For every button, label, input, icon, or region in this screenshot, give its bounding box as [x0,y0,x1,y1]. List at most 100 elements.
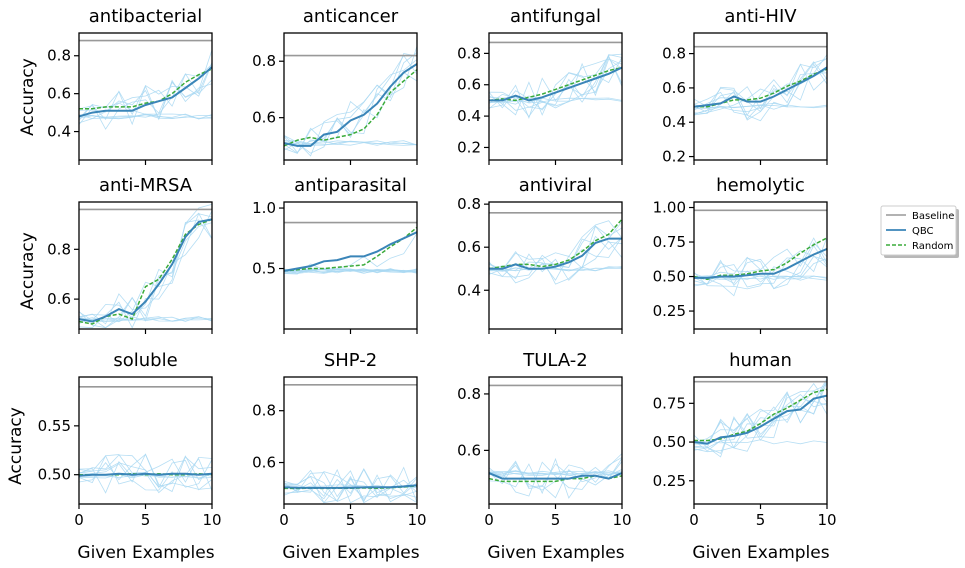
x-axis-label-col-4: Given Examples [692,543,829,563]
subplot-shp-2: 0.6 0.8 0 5 10 SHP-2 [252,350,426,529]
x-tick-label-human-0: 0 [689,511,699,529]
y-tick-label-anti-hiv-0: 0.2 [662,148,686,166]
subplot-anticancer: 0.6 0.8 anticancer [252,6,418,165]
qbc-line-tula-2 [489,472,622,480]
trial-line-shp-2-6 [284,471,417,499]
legend: Baseline QBC Random [880,205,959,258]
y-tick-label-antifungal-0: 0.2 [457,138,481,156]
subplot-tula-2: 0.6 0.8 0 5 10 TULA-2 [457,350,631,529]
trial-line-human-1 [694,382,827,448]
qbc-line-antibacterial [79,66,212,118]
x-axis-label-col-3: Given Examples [487,543,624,563]
random-line-anti-hiv [694,68,827,108]
y-tick-label-anticancer-0: 0.6 [252,109,276,127]
trial-line-antiviral-6 [489,266,622,272]
y-tick-label-tula-2-1: 0.8 [457,385,481,403]
legend-label-baseline: Baseline [912,211,954,222]
x-axis-label-col-2: Given Examples [282,543,419,563]
trial-line-anti-mrsa-1 [79,203,212,322]
trial-line-antifungal-6 [489,55,622,116]
trial-line-anticancer-7 [284,140,417,146]
subplot-title-antiparasital: antiparasital [294,175,407,196]
trial-line-antifungal-5 [489,97,622,104]
y-tick-label-hemolytic-2: 0.75 [653,233,686,251]
qbc-line-soluble [79,472,212,477]
trial-line-antiviral-8 [489,220,622,277]
trial-line-antiviral-4 [489,225,622,281]
random-line-antifungal [489,66,622,102]
x-tick-label-human-1: 5 [756,511,766,529]
trial-line-anti-hiv-1 [694,54,827,111]
subplot-anti-mrsa: 0.6 0.8 anti-MRSA [47,175,213,334]
qbc-line-antifungal [489,66,622,102]
y-axis-label-row-1: Accuracy [18,58,38,136]
qbc-line-anticancer [284,63,417,147]
qbc-line-human [694,394,827,445]
y-tick-label-soluble-1: 0.55 [38,417,71,435]
y-tick-label-shp-2-1: 0.8 [252,402,276,420]
trial-line-human-4 [694,384,827,454]
y-tick-label-hemolytic-0: 0.25 [653,302,686,320]
trial-line-tula-2-9 [489,470,622,476]
x-tick-label-tula-2-1: 5 [551,511,561,529]
y-tick-label-hemolytic-1: 0.50 [653,268,686,286]
qbc-line-antiparasital [284,231,417,272]
y-tick-label-soluble-0: 0.50 [38,466,71,484]
plot-area-soluble [79,385,212,494]
y-tick-label-antibacterial-2: 0.8 [47,47,71,65]
y-tick-label-tula-2-0: 0.6 [457,441,481,459]
trial-line-tula-2-10 [489,457,622,499]
subplot-title-anti-hiv: anti-HIV [724,6,797,27]
y-axis-label-row-3: Accuracy [6,407,26,485]
subplot-human: 0.25 0.50 0.75 0 5 10 human [653,350,837,529]
plot-area-tula-2 [489,384,622,499]
subplot-anti-hiv: 0.2 0.4 0.6 0.8 anti-HIV [662,6,828,166]
trial-line-antifungal-2 [489,97,622,103]
subplot-title-shp-2: SHP-2 [324,350,377,371]
trial-line-human-10 [694,381,827,452]
x-tick-label-shp-2-1: 5 [346,511,356,529]
plot-area-anti-hiv [694,45,827,122]
y-tick-label-antiviral-2: 0.8 [457,195,481,213]
plot-area-antibacterial [79,39,212,130]
trial-line-antibacterial-10 [79,49,212,130]
trial-line-shp-2-2 [284,469,417,502]
trial-line-tula-2-7 [489,470,622,476]
y-tick-label-antibacterial-0: 0.4 [47,123,71,141]
trial-line-anti-hiv-9 [694,105,827,110]
trial-line-anticancer-10 [284,140,417,146]
qbc-line-antiviral [489,237,622,270]
random-line-antibacterial [79,68,212,110]
trial-line-antibacterial-5 [79,113,212,120]
subplot-antiviral: 0.4 0.6 0.8 antiviral [457,175,623,334]
trial-line-antibacterial-9 [79,113,212,120]
qbc-line-shp-2 [284,484,417,489]
random-line-antiviral [489,218,622,270]
qbc-line-hemolytic [694,247,827,279]
axes-frame-tula-2 [488,376,623,505]
plot-area-human [694,378,827,458]
trial-line-antiviral-7 [489,267,622,272]
subplot-soluble: 0.50 0.55 0 5 10 soluble [38,350,222,529]
legend-frame [880,205,957,256]
y-tick-label-hemolytic-3: 1.00 [653,199,686,217]
x-tick-label-shp-2-2: 10 [407,511,426,529]
y-tick-label-human-0: 0.25 [653,472,686,490]
trial-line-shp-2-1 [284,468,417,504]
trial-line-anticancer-6 [284,52,417,157]
legend-label-qbc: QBC [912,226,934,237]
trial-line-hemolytic-7 [694,250,827,288]
x-tick-label-soluble-0: 0 [74,511,84,529]
trial-line-anticancer-2 [284,54,417,154]
plot-area-antiparasital [284,221,417,275]
subplot-antifungal: 0.2 0.4 0.6 0.8 antifungal [457,6,623,165]
trial-line-anti-hiv-4 [694,58,827,122]
random-line-hemolytic [694,237,827,281]
plot-area-antifungal [489,41,622,119]
trial-line-antibacterial-8 [79,113,212,120]
subplot-title-human: human [729,350,792,371]
trial-line-antiviral-1 [489,240,622,281]
y-tick-label-antiparasital-0: 0.5 [252,260,276,278]
trial-line-anti-hiv-6 [694,63,827,116]
qbc-line-anti-mrsa [79,218,212,323]
